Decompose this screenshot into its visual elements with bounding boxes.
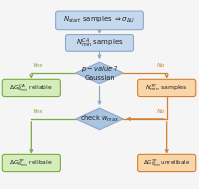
Polygon shape xyxy=(76,62,123,84)
FancyBboxPatch shape xyxy=(65,35,134,51)
Text: $\Delta G^{CA}_{N_{min}}$ reliable: $\Delta G^{CA}_{N_{min}}$ reliable xyxy=(10,82,53,94)
FancyBboxPatch shape xyxy=(2,79,60,97)
FancyBboxPatch shape xyxy=(138,79,196,97)
FancyBboxPatch shape xyxy=(2,154,60,172)
Text: $N_{min}^{TP}$ samples: $N_{min}^{TP}$ samples xyxy=(145,83,188,93)
Text: $\Delta G^{TP}_{N_{min}}$ relibale: $\Delta G^{TP}_{N_{min}}$ relibale xyxy=(10,157,53,169)
Text: $N_{start}$ samples $\Rightarrow \sigma_{\Delta U}$: $N_{start}$ samples $\Rightarrow \sigma_… xyxy=(63,15,136,26)
Text: Yes: Yes xyxy=(32,63,43,68)
Text: $N_{min}^{CA}$ samples: $N_{min}^{CA}$ samples xyxy=(76,36,123,50)
Text: No: No xyxy=(157,109,166,114)
Text: $\Delta G^{TP}_{N_{min}}$ unrelibale: $\Delta G^{TP}_{N_{min}}$ unrelibale xyxy=(143,157,190,169)
Text: check $w_{max}$: check $w_{max}$ xyxy=(80,114,119,124)
FancyBboxPatch shape xyxy=(138,154,196,172)
Polygon shape xyxy=(76,108,123,130)
Text: Yes: Yes xyxy=(32,109,43,114)
FancyBboxPatch shape xyxy=(56,11,143,30)
Text: $p-value$ ?
Gaussian: $p-value$ ? Gaussian xyxy=(81,64,118,81)
Text: No: No xyxy=(157,63,166,68)
